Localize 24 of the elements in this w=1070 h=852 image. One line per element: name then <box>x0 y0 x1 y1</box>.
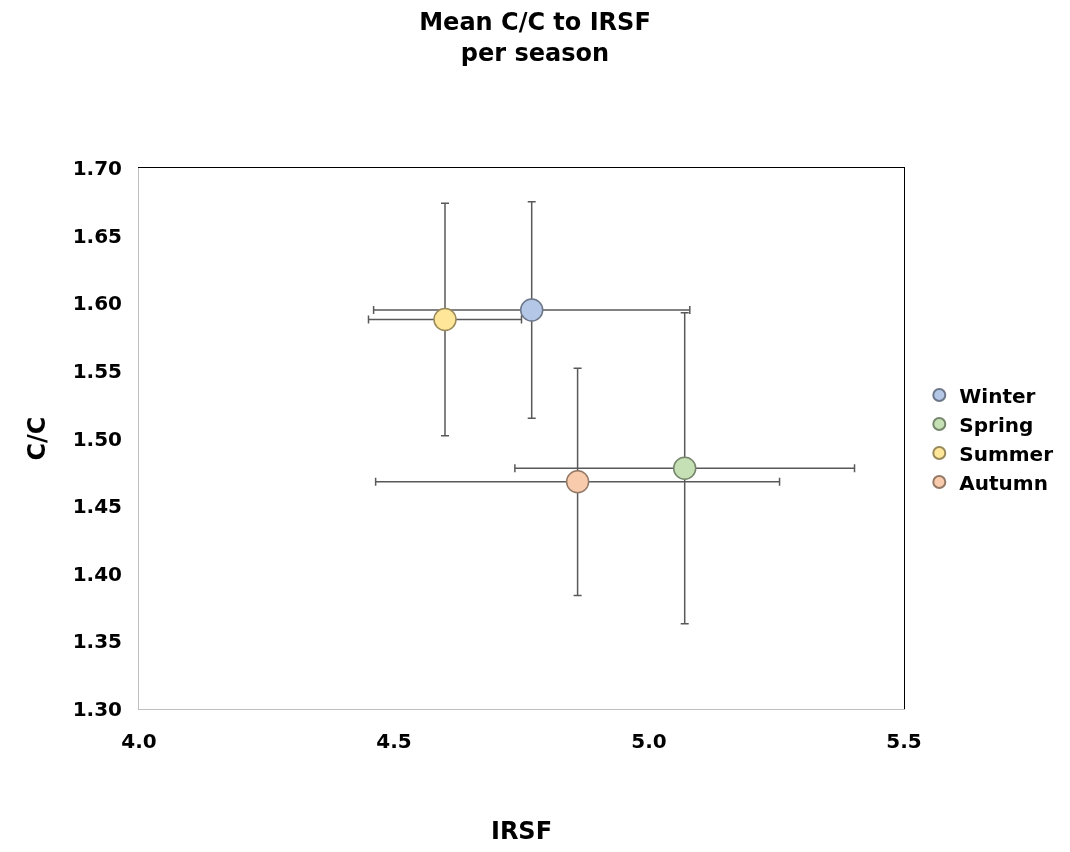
legend-label: Spring <box>959 412 1034 437</box>
y-tick-label: 1.50 <box>72 426 122 451</box>
y-tick-label: 1.40 <box>72 561 122 586</box>
legend-label: Summer <box>959 441 1054 466</box>
y-tick-label: 1.55 <box>72 358 122 383</box>
x-tick-label: 4.0 <box>121 729 157 753</box>
point <box>519 298 544 322</box>
x-axis-title: IRSF <box>490 817 553 846</box>
y-tick-label: 1.30 <box>72 697 122 721</box>
y-tick-label: 1.70 <box>72 156 122 180</box>
x-tick-label: 5.0 <box>631 729 667 753</box>
y-tick-label: 1.65 <box>72 223 122 248</box>
y-tick-label: 1.60 <box>72 291 122 316</box>
y-axis-title: C/C <box>22 416 51 461</box>
legend-label: Winter <box>959 383 1036 408</box>
y-tick-label: 1.45 <box>72 494 122 519</box>
point <box>565 470 590 494</box>
y-tick-label: 1.35 <box>72 629 122 654</box>
x-tick-label: 4.5 <box>376 729 412 753</box>
chart-title: Mean C/C to IRSF per season <box>419 7 651 68</box>
point <box>672 456 697 480</box>
x-tick-label: 5.5 <box>886 729 922 753</box>
point <box>433 307 457 332</box>
legend-label: Autumn <box>959 470 1048 495</box>
